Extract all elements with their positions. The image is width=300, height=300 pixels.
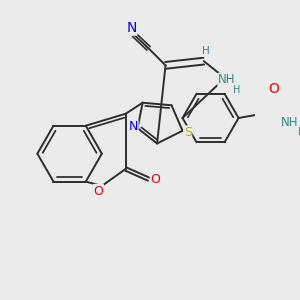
Text: H: H (298, 128, 300, 137)
Text: O: O (268, 82, 279, 96)
Text: O: O (150, 172, 160, 186)
Text: H: H (233, 85, 241, 95)
Text: NH: NH (218, 73, 236, 86)
Text: H: H (202, 46, 209, 56)
Text: NH: NH (281, 116, 298, 129)
Text: N: N (126, 21, 137, 35)
Text: N: N (129, 120, 138, 133)
Text: O: O (94, 184, 103, 197)
Text: S: S (184, 126, 192, 139)
